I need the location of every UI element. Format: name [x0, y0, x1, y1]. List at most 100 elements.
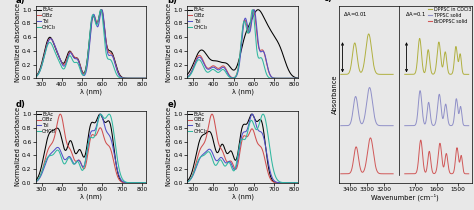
- CHCl₃: [249, 119, 255, 122]
- CHCl₃: [268, 157, 274, 159]
- CHCl₃: [100, 115, 105, 118]
- CHCl₃: [100, 19, 106, 22]
- Line: Tol: Tol: [36, 10, 146, 78]
- ClBz: [117, 179, 122, 181]
- ClBz: [100, 12, 106, 14]
- EtAc: [249, 19, 255, 21]
- Tol: [252, 9, 257, 12]
- ClBz: [103, 40, 109, 42]
- EtAc: [117, 177, 122, 180]
- EtAc: [184, 180, 190, 182]
- Tol: [97, 114, 102, 116]
- Tol: [99, 8, 105, 11]
- CHCl₃: [184, 181, 190, 183]
- EtAc: [39, 60, 45, 62]
- Tol: [191, 65, 197, 67]
- EtAc: [99, 8, 104, 11]
- ClBz: [128, 181, 134, 184]
- EtAc: [103, 121, 109, 123]
- EtAc: [255, 120, 261, 122]
- EtAc: [249, 113, 255, 115]
- CHCl₃: [252, 125, 257, 128]
- CHCl₃: [191, 66, 197, 69]
- Line: EtAc: EtAc: [187, 10, 298, 78]
- Text: a): a): [16, 0, 25, 5]
- ClBz: [39, 169, 45, 171]
- ClBz: [191, 64, 197, 66]
- CHCl₃: [143, 181, 149, 184]
- Tol: [280, 181, 285, 184]
- EtAc: [97, 12, 102, 15]
- CHCl₃: [191, 171, 197, 173]
- ClBz: [295, 77, 301, 80]
- Tol: [268, 174, 274, 176]
- Tol: [39, 63, 45, 65]
- Tol: [100, 11, 106, 13]
- EtAc: [191, 163, 197, 165]
- EtAc: [295, 77, 301, 79]
- ClBz: [99, 8, 104, 11]
- Tol: [33, 76, 38, 78]
- Tol: [33, 181, 38, 183]
- ClBz: [33, 76, 38, 78]
- ClBz: [97, 14, 102, 16]
- Tol: [128, 181, 134, 184]
- ClBz: [252, 133, 257, 135]
- Line: ClBz: ClBz: [187, 114, 298, 183]
- Legend: EtAc, ClBz, Tol, CHCl₃: EtAc, ClBz, Tol, CHCl₃: [36, 112, 56, 134]
- ClBz: [249, 18, 255, 21]
- ClBz: [255, 142, 261, 145]
- Line: EtAc: EtAc: [187, 114, 298, 183]
- Line: EtAc: EtAc: [36, 114, 146, 183]
- Tol: [249, 113, 255, 115]
- Tol: [128, 77, 134, 80]
- Tol: [117, 176, 122, 178]
- EtAc: [191, 61, 197, 63]
- Tol: [268, 75, 274, 78]
- Tol: [103, 42, 109, 45]
- EtAc: [268, 177, 274, 179]
- CHCl₃: [98, 8, 103, 11]
- EtAc: [184, 73, 190, 76]
- EtAc: [103, 41, 109, 43]
- EtAc: [117, 73, 122, 76]
- CHCl₃: [255, 55, 261, 57]
- Text: $\Delta$A=0.1: $\Delta$A=0.1: [405, 10, 427, 18]
- Tol: [143, 181, 149, 184]
- Tol: [249, 114, 255, 116]
- CHCl₃: [103, 52, 109, 54]
- Line: Tol: Tol: [187, 10, 298, 78]
- Line: EtAc: EtAc: [36, 10, 146, 78]
- EtAc: [252, 12, 257, 15]
- Line: ClBz: ClBz: [36, 10, 146, 78]
- EtAc: [249, 113, 255, 116]
- Y-axis label: Absorbance: Absorbance: [332, 75, 337, 114]
- CHCl₃: [295, 77, 301, 80]
- CHCl₃: [106, 113, 112, 115]
- Y-axis label: Normalized absorbance: Normalized absorbance: [166, 3, 173, 82]
- CHCl₃: [103, 117, 109, 119]
- CHCl₃: [250, 8, 255, 11]
- Text: e): e): [167, 100, 177, 109]
- ClBz: [191, 169, 197, 172]
- Tol: [251, 8, 257, 11]
- X-axis label: λ (nm): λ (nm): [231, 89, 254, 95]
- Tol: [184, 76, 190, 78]
- Line: CHCl₃: CHCl₃: [36, 114, 146, 183]
- EtAc: [97, 113, 103, 115]
- Tol: [255, 128, 261, 131]
- CHCl₃: [128, 181, 134, 184]
- Y-axis label: Normalized absorbance: Normalized absorbance: [166, 107, 173, 186]
- ClBz: [268, 75, 274, 78]
- Line: ClBz: ClBz: [36, 114, 146, 183]
- Tol: [98, 113, 103, 115]
- ClBz: [251, 8, 256, 11]
- EtAc: [100, 117, 106, 120]
- Line: CHCl₃: CHCl₃: [36, 10, 146, 78]
- Tol: [280, 77, 285, 80]
- X-axis label: λ (nm): λ (nm): [80, 193, 102, 200]
- EtAc: [280, 181, 285, 184]
- ClBz: [268, 179, 274, 181]
- Tol: [39, 171, 45, 174]
- ClBz: [280, 181, 285, 184]
